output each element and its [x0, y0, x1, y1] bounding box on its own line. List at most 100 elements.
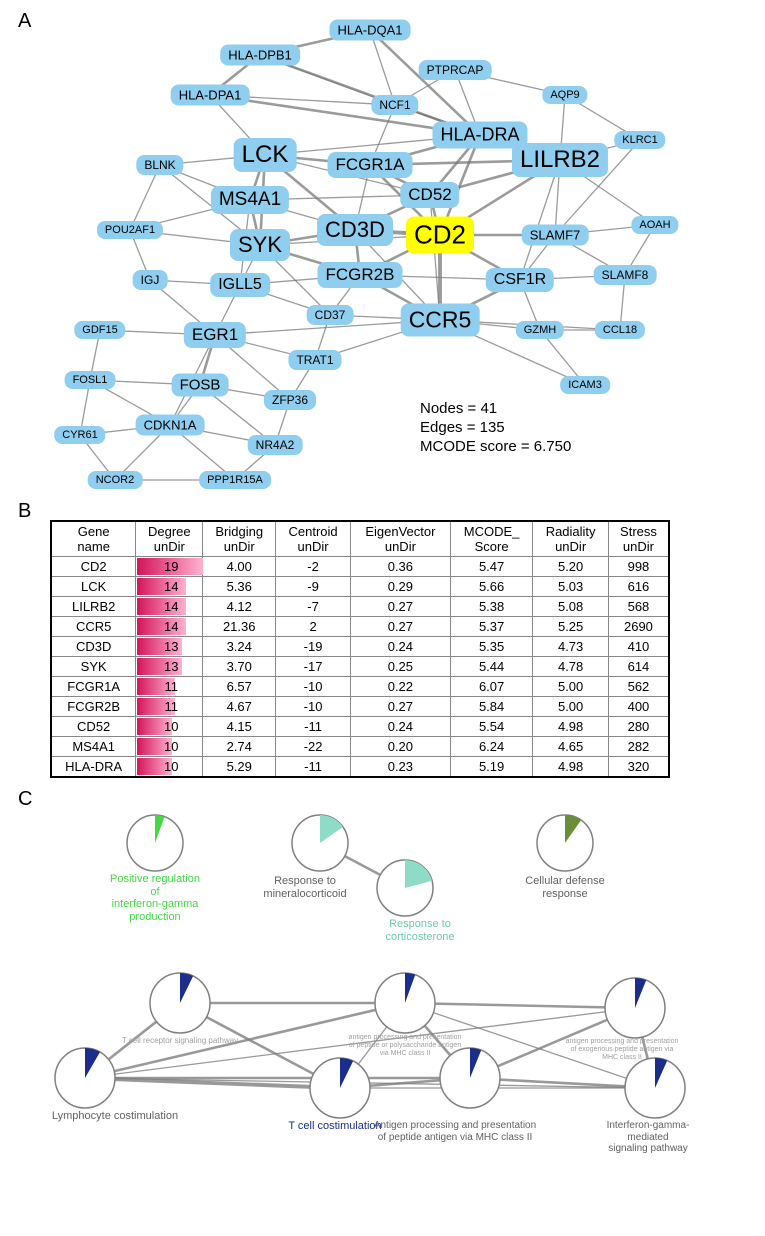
- pie-p3: [377, 860, 433, 916]
- cell-degree: 14: [136, 577, 203, 597]
- node-gdf15: GDF15: [74, 321, 125, 339]
- cell: 282: [608, 737, 669, 757]
- cell: 320: [608, 757, 669, 778]
- node-aqp9: AQP9: [542, 86, 587, 104]
- pie-label-p4: Cellular defenseresponse: [525, 875, 605, 900]
- table-row: SYK133.70-170.255.444.78614: [51, 657, 669, 677]
- cell: 4.67: [203, 697, 276, 717]
- cell-gene: CD52: [51, 717, 136, 737]
- cell: 0.25: [350, 657, 450, 677]
- pie-p4: [537, 815, 593, 871]
- cell: 5.08: [533, 597, 609, 617]
- cell-degree: 14: [136, 617, 203, 637]
- pie-label-p8: Lymphocyte costimulation: [52, 1110, 178, 1123]
- node-fosl1: FOSL1: [65, 371, 116, 389]
- cell: 4.15: [203, 717, 276, 737]
- cell: 0.27: [350, 617, 450, 637]
- table-row: LILRB2144.12-70.275.385.08568: [51, 597, 669, 617]
- table-row: FCGR2B114.67-100.275.845.00400: [51, 697, 669, 717]
- cell-degree: 10: [136, 717, 203, 737]
- cell: 3.70: [203, 657, 276, 677]
- cell: 0.27: [350, 597, 450, 617]
- node-fcgr2b: FCGR2B: [318, 262, 403, 288]
- cell: 5.03: [533, 577, 609, 597]
- cell: 0.24: [350, 637, 450, 657]
- cell-gene: LCK: [51, 577, 136, 597]
- table-row: CD3D133.24-190.245.354.73410: [51, 637, 669, 657]
- table-row: CD2194.00-20.365.475.20998: [51, 557, 669, 577]
- cell-degree: 13: [136, 657, 203, 677]
- node-icam3: ICAM3: [560, 376, 610, 394]
- cell-degree: 10: [136, 737, 203, 757]
- cell: -11: [276, 757, 351, 778]
- node-trat1: TRAT1: [288, 350, 341, 370]
- cell: 0.23: [350, 757, 450, 778]
- cell: 998: [608, 557, 669, 577]
- node-ptprcap: PTPRCAP: [419, 60, 492, 80]
- cell: 410: [608, 637, 669, 657]
- node-nr4a2: NR4A2: [248, 435, 303, 455]
- col-header-4: EigenVectorunDir: [350, 521, 450, 557]
- col-header-5: MCODE_Score: [450, 521, 533, 557]
- network-edges-svg: [0, 0, 765, 500]
- cell-gene: FCGR1A: [51, 677, 136, 697]
- pie-p1: [127, 815, 183, 871]
- node-slamf8: SLAMF8: [594, 265, 657, 285]
- node-cd52: CD52: [400, 182, 459, 208]
- cell: 5.84: [450, 697, 533, 717]
- panel-b-label: B: [18, 500, 31, 523]
- pie-p9: [310, 1058, 370, 1118]
- pie-label-p6: antigen processing and presentationof pe…: [349, 1034, 462, 1058]
- cell: 5.29: [203, 757, 276, 778]
- network-stats: Nodes = 41Edges = 135MCODE score = 6.750: [420, 400, 571, 456]
- pie-label-p3: Response tocorticosterone: [385, 918, 454, 943]
- cell: 6.57: [203, 677, 276, 697]
- node-blnk: BLNK: [136, 155, 183, 175]
- cell: 6.24: [450, 737, 533, 757]
- cell: -10: [276, 697, 351, 717]
- node-cyr61: CYR61: [54, 426, 105, 444]
- cell: 5.25: [533, 617, 609, 637]
- cell-gene: HLA-DRA: [51, 757, 136, 778]
- cell: 280: [608, 717, 669, 737]
- cell-degree: 10: [136, 757, 203, 778]
- node-ncf1: NCF1: [371, 95, 418, 115]
- node-fcgr1a: FCGR1A: [328, 152, 413, 178]
- node-cd2: CD2: [406, 217, 474, 254]
- cell: 2.74: [203, 737, 276, 757]
- cell: 562: [608, 677, 669, 697]
- cell: 5.00: [533, 677, 609, 697]
- cell: -19: [276, 637, 351, 657]
- cell: 568: [608, 597, 669, 617]
- cell-gene: CCR5: [51, 617, 136, 637]
- cell-gene: MS4A1: [51, 737, 136, 757]
- cell-gene: CD3D: [51, 637, 136, 657]
- col-header-0: Genename: [51, 521, 136, 557]
- cell: 21.36: [203, 617, 276, 637]
- table-row: MS4A1102.74-220.206.244.65282: [51, 737, 669, 757]
- cell-gene: LILRB2: [51, 597, 136, 617]
- cell: 4.12: [203, 597, 276, 617]
- node-ms4a1: MS4A1: [211, 186, 289, 214]
- cell: 4.98: [533, 717, 609, 737]
- cell-degree: 13: [136, 637, 203, 657]
- cell: -11: [276, 717, 351, 737]
- node-syk: SYK: [230, 229, 290, 261]
- cell: 6.07: [450, 677, 533, 697]
- cell: 5.47: [450, 557, 533, 577]
- cell: 0.36: [350, 557, 450, 577]
- cell: 0.20: [350, 737, 450, 757]
- cell: 5.20: [533, 557, 609, 577]
- node-slamf7: SLAMF7: [522, 225, 589, 246]
- cell: 4.73: [533, 637, 609, 657]
- node-egr1: EGR1: [184, 322, 246, 348]
- cell: 5.35: [450, 637, 533, 657]
- pie-p8: [55, 1048, 115, 1108]
- node-ppp1r15a: PPP1R15A: [199, 471, 271, 489]
- cell: 3.24: [203, 637, 276, 657]
- cell: 4.00: [203, 557, 276, 577]
- pie-label-p5: T cell receptor signaling pathway: [122, 1036, 238, 1045]
- node-gzmh: GZMH: [516, 321, 564, 339]
- pie-label-p2: Response tomineralocorticoid: [263, 875, 346, 900]
- pie-label-p10: Antigen processing and presentationof pe…: [374, 1120, 536, 1143]
